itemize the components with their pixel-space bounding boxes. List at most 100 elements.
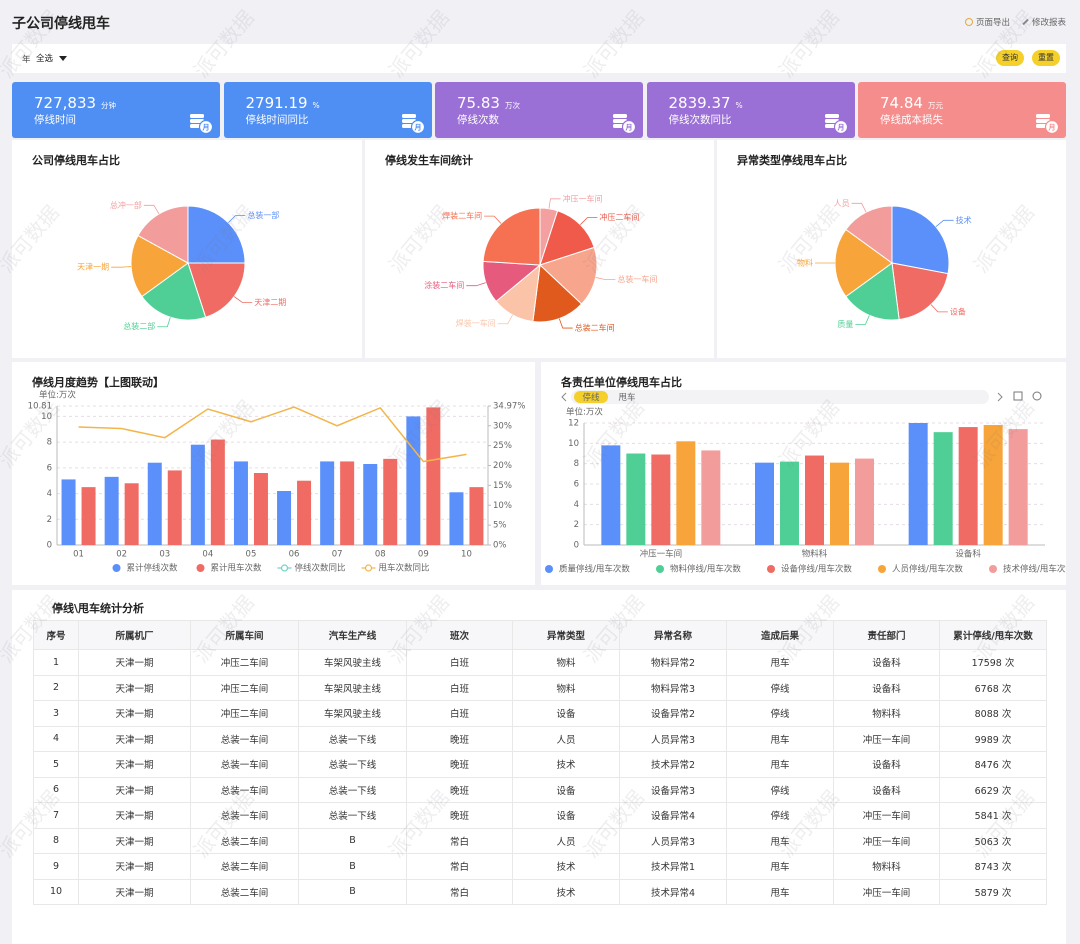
bar: [626, 453, 646, 545]
table-cell: 物料科: [833, 700, 940, 727]
legend-label: 质量停线/甩车次数: [559, 564, 630, 575]
table-cell: 停线: [726, 776, 834, 803]
table-cell: 总装一下线: [298, 802, 407, 829]
legend-label: 甩车次数同比: [379, 563, 430, 574]
edit-action[interactable]: 修改报表: [1022, 16, 1066, 28]
bar: [449, 492, 464, 545]
pie-leader: [143, 204, 160, 215]
legend-marker: [280, 564, 289, 572]
legend-label: 设备停线/甩车次数: [781, 564, 852, 575]
pie-label: 人员: [834, 199, 850, 208]
kpi-icon: 月: [1036, 114, 1060, 134]
table-cell: 冲压一车间: [833, 878, 940, 905]
table-cell: 技术异常2: [619, 751, 727, 778]
tool-icon[interactable]: [1032, 391, 1042, 401]
table-cell: 17598 次: [939, 649, 1047, 676]
tab-label[interactable]: 停线: [582, 392, 600, 403]
legend-label: 物料停线/甩车次数: [670, 564, 741, 575]
kpi-card: 727,833 分钟 停线时间月: [12, 82, 220, 138]
kpi-card: 2839.37% 停线次数同比月: [646, 82, 855, 138]
tab-active[interactable]: [574, 391, 608, 403]
legend-marker: [545, 565, 553, 573]
pie-label: 焊装一车间: [456, 318, 496, 328]
table-cell: 1: [33, 649, 79, 676]
year-select-text: 全选: [36, 54, 54, 64]
table-cell: 天津一期: [78, 878, 191, 905]
kpi-value-row: 75.83 万次: [457, 94, 520, 112]
tool-icon[interactable]: [1013, 391, 1023, 401]
table-row: 4 天津一期 总装一车间 总装一下线 晚班 人员 人员异常3 甩车 冲压一车间 9989 次: [33, 725, 1047, 752]
unit-label: 单位:万次: [39, 390, 76, 401]
table-cell: 物料异常3: [619, 674, 727, 701]
query-button[interactable]: 查询: [996, 50, 1024, 66]
panel: 异常类型停线甩车占比 技术 设备 质量 物料 人员: [717, 140, 1066, 358]
bar: [383, 458, 398, 545]
bar: [933, 432, 953, 545]
table-cell: 冲压二车间: [190, 649, 299, 676]
column-header: 所属机厂: [78, 620, 191, 650]
tab-label[interactable]: 甩车: [618, 392, 635, 403]
x-tick-label: 07: [332, 550, 343, 560]
table-cell: 物料异常2: [619, 649, 727, 676]
bar: [81, 487, 96, 545]
icon-label: 月: [413, 124, 421, 132]
next-arrow[interactable]: [997, 392, 1003, 402]
icon-label: 月: [202, 124, 210, 132]
table-cell: 总装一下线: [298, 776, 407, 803]
table-cell: 3: [33, 700, 79, 727]
kpi-value-row: 2791.19%: [246, 94, 320, 112]
bar: [190, 444, 205, 545]
table-cell: 人员异常3: [619, 725, 727, 752]
icon-label: 月: [1048, 124, 1056, 132]
prev-arrow[interactable]: [561, 392, 567, 402]
edit-text: 修改报表: [1031, 18, 1066, 28]
table-row: 6 天津一期 总装一车间 总装一下线 晚班 设备 设备异常3 停线 设备科 6629 次: [33, 776, 1047, 803]
table-cell: 技术: [512, 878, 620, 905]
panel: 公司停线甩车占比 总装一部 天津二期 总装二部 天津一期 总冲一部: [12, 140, 362, 358]
pie-slice: [539, 246, 598, 305]
table-cell: 8: [33, 827, 79, 854]
pie-leader: [851, 202, 867, 213]
export-icon: [964, 18, 973, 26]
pie-label: 天津二期: [254, 297, 286, 307]
line-series: [78, 406, 467, 463]
export-text: 页面导出: [975, 18, 1010, 28]
table-row: 9 天津一期 总装二车间 B 常白 技术 技术异常1 甩车 物料科 8743 次: [33, 853, 1047, 880]
kpi-value-row: 727,833 分钟: [34, 94, 116, 112]
table-cell: 甩车: [726, 827, 834, 854]
kpi-value: 2839.37: [668, 94, 731, 112]
bar: [253, 472, 268, 545]
table-cell: 8476 次: [939, 751, 1047, 778]
year-select[interactable]: 全选: [36, 50, 72, 66]
y2-tick-label: 15%: [493, 481, 512, 491]
table-cell: 甩车: [726, 725, 834, 752]
table-cell: 总装二车间: [190, 853, 299, 880]
kpi-card: 2791.19% 停线时间同比月: [223, 82, 432, 138]
table-cell: 总装一车间: [190, 725, 299, 752]
icon-stack: [824, 119, 839, 123]
bar: [805, 455, 824, 545]
filter-label: 年: [22, 55, 31, 65]
bar: [210, 439, 225, 545]
bar: [676, 441, 696, 545]
chart-title: 停线月度趋势【上图联动】: [32, 376, 164, 389]
bar: [601, 445, 621, 545]
table-cell: 5841 次: [939, 802, 1047, 829]
table-cell: 人员: [512, 725, 620, 752]
table-cell: B: [298, 853, 407, 880]
table-cell: 晚班: [406, 725, 513, 752]
reset-button[interactable]: 重置: [1032, 50, 1060, 66]
kpi-value-row: 74.84 万元: [880, 94, 943, 112]
y-tick-label: 6: [47, 463, 52, 473]
icon-stack: [613, 114, 627, 118]
kpi-card: 74.84 万元 停线成本损失月: [858, 82, 1066, 138]
table-cell: 天津一期: [78, 853, 191, 880]
pie-label: 总冲一部: [110, 200, 142, 210]
bar: [61, 479, 76, 545]
table-cell: 白班: [406, 649, 513, 676]
pie-leader: [497, 314, 513, 325]
export-action[interactable]: 页面导出: [964, 16, 1010, 28]
icon-badge: [1044, 119, 1060, 134]
